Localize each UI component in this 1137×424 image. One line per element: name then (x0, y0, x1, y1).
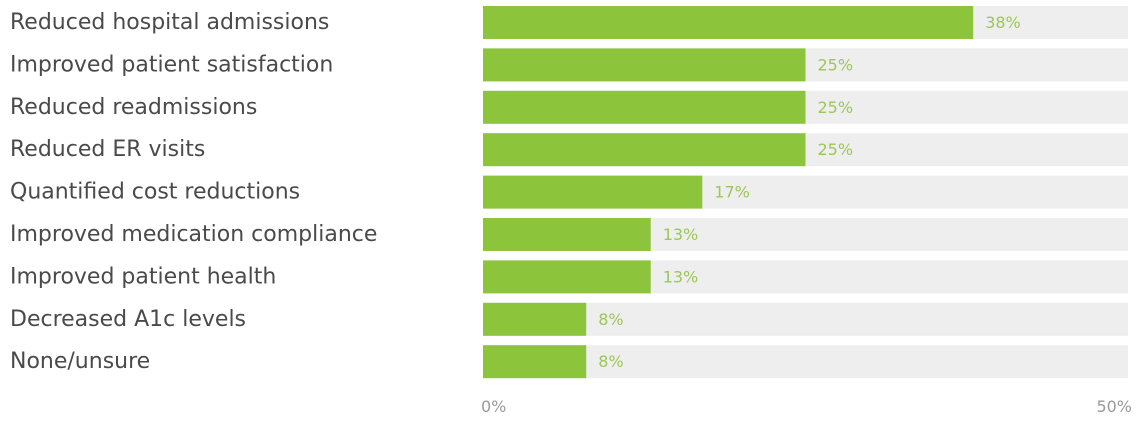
bar-track (483, 302, 1128, 336)
x-axis-ticks: 0% 50% (481, 397, 1132, 416)
bar (483, 302, 587, 336)
bar (483, 345, 587, 379)
category-label: Decreased A1c levels (10, 307, 246, 332)
category-label: Reduced readmissions (10, 95, 257, 120)
value-label: 13% (663, 267, 699, 286)
category-label: Improved patient satisfaction (10, 52, 333, 77)
bars (483, 6, 974, 379)
bar (483, 90, 806, 124)
value-label: 17% (714, 183, 750, 202)
category-labels: Reduced hospital admissions Improved pati… (10, 10, 377, 374)
value-label: 8% (598, 310, 623, 329)
x-tick-label: 0% (481, 397, 506, 416)
bar (483, 6, 974, 39)
value-label: 25% (818, 140, 854, 159)
category-label: Reduced hospital admissions (10, 10, 329, 35)
value-label: 25% (818, 55, 854, 74)
category-label: None/unsure (10, 349, 150, 374)
value-label: 8% (598, 352, 623, 371)
category-label: Improved medication compliance (10, 222, 377, 247)
bar-track (483, 345, 1128, 379)
bar (483, 218, 651, 251)
bar (483, 260, 651, 294)
bar (483, 175, 703, 209)
value-labels: 38% 25% 25% 25% 17% 13% 13% 8% 8% (598, 13, 1021, 371)
value-label: 25% (818, 98, 854, 117)
bar (483, 48, 806, 82)
bar (483, 133, 806, 167)
value-label: 13% (663, 225, 699, 244)
category-label: Quantified cost reductions (10, 180, 300, 205)
category-label: Reduced ER visits (10, 137, 205, 162)
x-tick-label: 50% (1096, 397, 1132, 416)
value-label: 38% (985, 13, 1021, 32)
category-label: Improved patient health (10, 264, 276, 289)
